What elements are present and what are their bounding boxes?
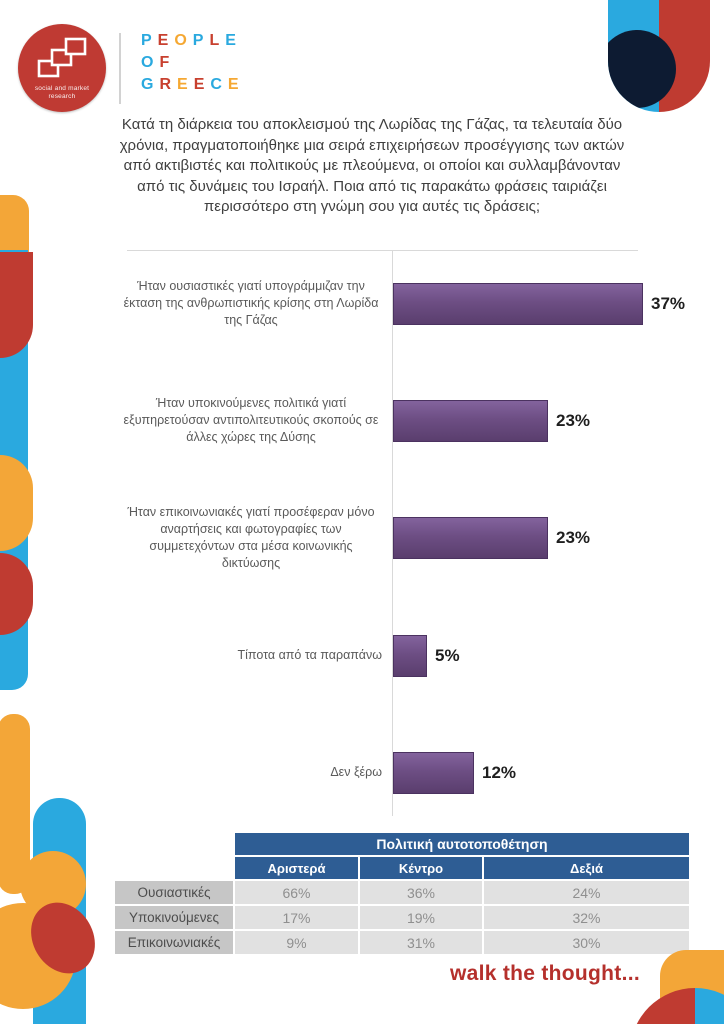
crosstab-spacer (115, 833, 233, 855)
value-bar (393, 634, 427, 677)
crosstab-value-cell: 66% (235, 881, 358, 904)
category-label: Ήταν ουσιαστικές γιατί υπογράμμιζαν την … (120, 278, 382, 329)
category-label-text: Ήταν επικοινωνιακές γιατί προσέφεραν μόν… (127, 504, 375, 570)
crosstab-row-label: Επικοινωνιακές (115, 931, 233, 954)
crosstab-row-label: Υποκινούμενες (115, 906, 233, 929)
deco-dome-blue-half (695, 988, 724, 1024)
value-label: 5% (435, 645, 460, 665)
deco-bottomright-dome (630, 988, 724, 1024)
category-label-text: Δεν ξέρω (330, 765, 382, 779)
survey-question: Κατά τη διάρκεια του αποκλεισμού της Λωρ… (119, 116, 625, 215)
wordmark-letter: O (141, 54, 154, 71)
crosstab-value-cell: 24% (484, 881, 689, 904)
wordmark-letter: P (141, 32, 152, 49)
chart-axis-line (392, 250, 393, 816)
crosstab-table: Πολιτική αυτοτοποθέτηση Αριστερά Κέντρο Δεξ… (115, 833, 689, 954)
category-label: Ήταν υποκινούμενες πολιτικά γιατί εξυπηρ… (120, 395, 382, 446)
wordmark-letter: E (193, 76, 205, 93)
ced-logo-icon (37, 37, 87, 78)
chart-row: Ήταν ουσιαστικές γιατί υπογράμμιζαν την … (120, 245, 720, 362)
crosstab-value-cell: 31% (360, 931, 482, 954)
category-label: Ήταν επικοινωνιακές γιατί προσέφεραν μόν… (120, 504, 382, 572)
crosstab-title: Πολιτική αυτοτοποθέτηση (235, 833, 689, 855)
logo-subtext: social and market research (18, 85, 106, 101)
deco-bottomleft-orange-pill (0, 714, 30, 894)
value-label: 37% (651, 293, 686, 313)
crosstab-value-cell: 30% (484, 931, 689, 954)
chart-row: Δεν ξέρω 12% (120, 714, 720, 831)
deco-left-orange-top (0, 195, 29, 253)
footer-tagline: walk the thought... (449, 962, 641, 985)
crosstab-row-label: Ουσιαστικές (115, 881, 233, 904)
value-bar (393, 282, 643, 325)
wordmark-letter: E (225, 32, 236, 49)
brand-divider (119, 33, 121, 104)
wordmark-letter: R (159, 76, 172, 93)
logo-circle: social and market research (18, 24, 106, 112)
crosstab-value-cell: 19% (360, 906, 482, 929)
category-label-text: Ήταν ουσιαστικές γιατί υπογράμμιζαν την … (123, 279, 379, 327)
wordmark-letter: F (159, 54, 170, 71)
crosstab-value-cell: 36% (360, 881, 482, 904)
logo-subtext-line2: research (48, 93, 76, 100)
value-bar (393, 399, 548, 442)
deco-dome-red-half (630, 988, 695, 1024)
chart-row: Ήταν επικοινωνιακές γιατί προσέφεραν μόν… (120, 479, 720, 596)
chart-top-border (127, 250, 638, 251)
crosstab-column-header: Κέντρο (360, 857, 482, 879)
bar-chart: Ήταν ουσιαστικές γιατί υπογράμμιζαν την … (120, 245, 720, 835)
wordmark-letter: G (141, 76, 154, 93)
chart-row: Ήταν υποκινούμενες πολιτικά γιατί εξυπηρ… (120, 362, 720, 479)
crosstab-column-header: Αριστερά (235, 857, 358, 879)
wordmark-letter: E (227, 76, 239, 93)
wordmark-letter: E (177, 76, 188, 93)
category-label-text: Τίποτα από τα παραπάνω (237, 648, 382, 662)
crosstab-value-cell: 9% (235, 931, 358, 954)
crosstab-value-cell: 17% (235, 906, 358, 929)
category-label-text: Ήταν υποκινούμενες πολιτικά γιατί εξυπηρ… (123, 396, 379, 444)
wordmark-letter: P (192, 32, 204, 49)
value-label: 23% (556, 410, 591, 430)
crosstab-column-header: Δεξιά (484, 857, 689, 879)
wordmark-letter: L (209, 32, 220, 49)
deco-navy-circle (608, 30, 676, 108)
crosstab-value-cell: 32% (484, 906, 689, 929)
wordmark-letter: E (157, 32, 169, 49)
crosstab-spacer (115, 857, 233, 879)
value-label: 12% (482, 762, 517, 782)
deco-left-orange-blob (0, 455, 33, 551)
logo-subtext-line1: social and market (34, 85, 90, 92)
category-label: Δεν ξέρω (120, 764, 382, 781)
value-bar (393, 516, 548, 559)
wordmark-letter: O (174, 32, 187, 49)
deco-top-right (608, 0, 710, 112)
value-bar (393, 751, 474, 794)
wordmark-letter: C (210, 76, 222, 93)
chart-row: Τίποτα από τα παραπάνω 5% (120, 597, 720, 714)
category-label: Τίποτα από τα παραπάνω (120, 647, 382, 664)
deco-left-red-blob-2 (0, 553, 33, 635)
value-label: 23% (556, 527, 591, 547)
deco-left-red-blob-1 (0, 252, 33, 358)
